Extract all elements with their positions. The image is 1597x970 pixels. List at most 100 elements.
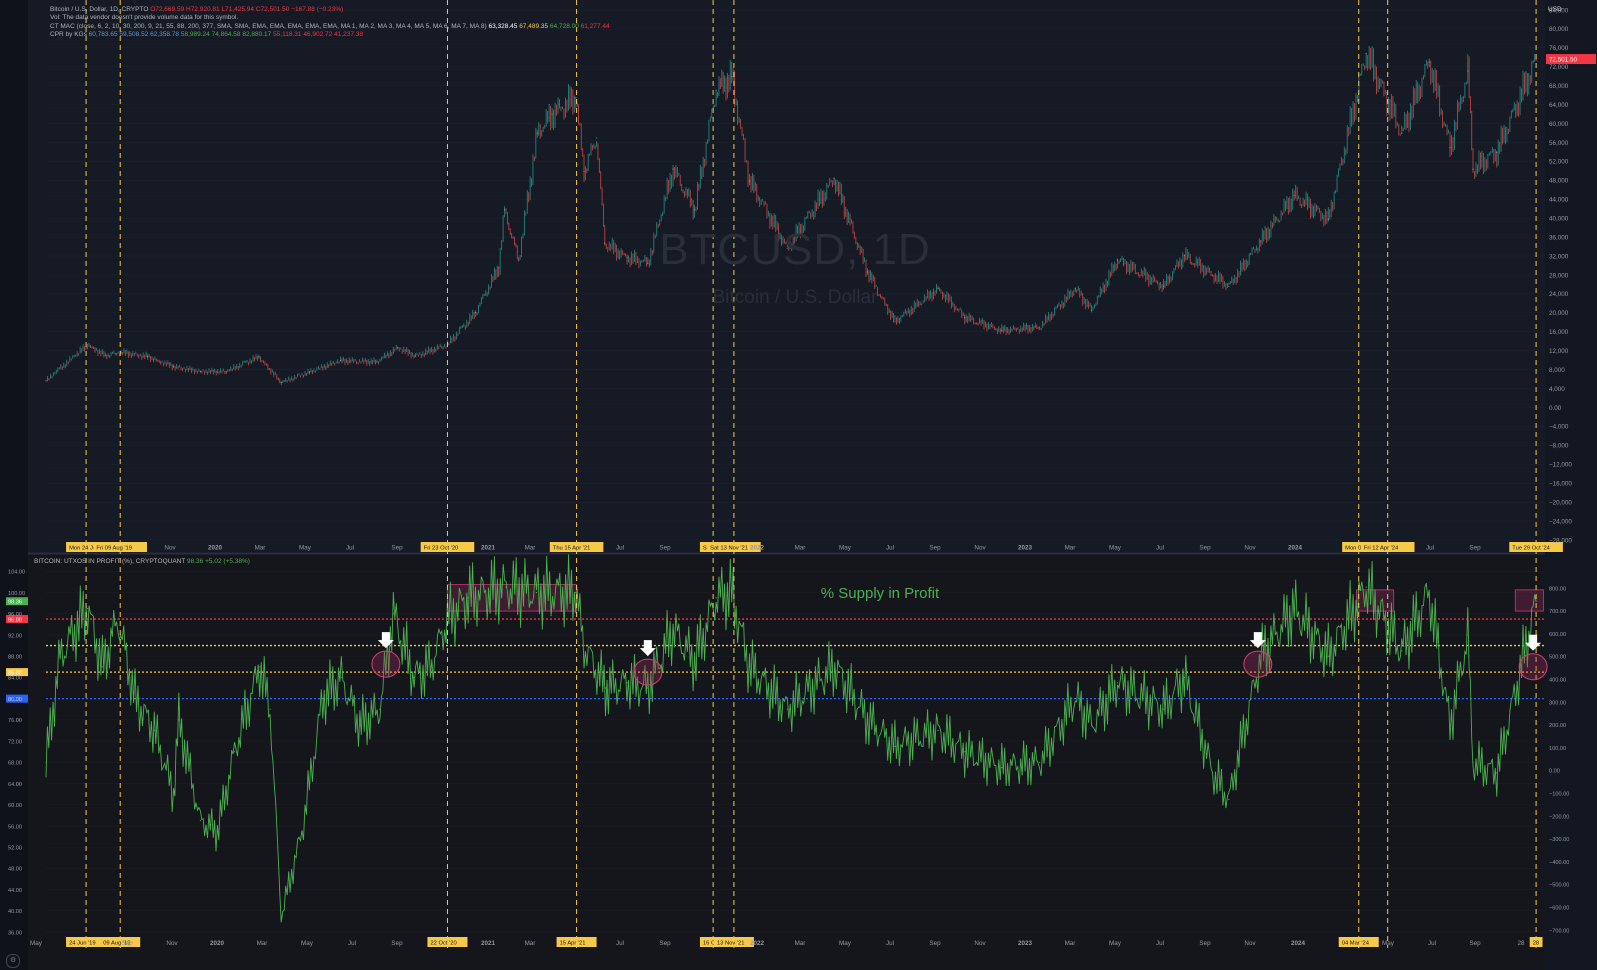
indicator-x-tick: Jul — [616, 940, 624, 947]
date-label-bottom: 16 Oct — [703, 941, 720, 947]
utxo-point — [1228, 798, 1230, 801]
price-point — [1449, 146, 1451, 149]
date-badge-top — [420, 542, 475, 552]
price-axis-tick: 64,000 — [1549, 102, 1569, 109]
cpr-value: 46,902.72 — [303, 31, 333, 39]
indicator-axis-tick-right: −700.00 — [1549, 928, 1569, 934]
mac-indicator-line[interactable]: CT MAC (close, 6, 2, 10, 30, 200, 9, 21,… — [50, 23, 610, 31]
price-axis-tick: 32,000 — [1549, 253, 1569, 260]
date-label-top: Fri 12 Apr '24 — [1364, 546, 1399, 552]
indicator-axis-tick-left: 44.00 — [8, 888, 22, 894]
price-point — [894, 321, 896, 323]
cpr-value: 74,864.58 — [211, 31, 241, 39]
indicator-x-tick: Mar — [257, 940, 268, 947]
price-x-tick: Jul — [1156, 545, 1164, 552]
settings-icon[interactable]: ⚙ — [6, 954, 20, 968]
utxo-point — [1365, 586, 1367, 588]
price-x-tick: Jul — [886, 545, 894, 552]
indicator-x-tick: 2021 — [481, 940, 496, 947]
utxo-point — [786, 708, 788, 710]
level-badge — [6, 668, 28, 677]
symbol-line[interactable]: Bitcoin / U.S. Dollar, 1D, CRYPTO O72,66… — [50, 6, 610, 14]
utxo-point — [604, 687, 607, 689]
currency-label[interactable]: USD — [1548, 6, 1562, 13]
price-axis-tick: 8,000 — [1549, 367, 1565, 374]
indicator-x-tick: Sep — [659, 940, 671, 947]
price-point — [575, 96, 577, 98]
watermark-name: Bitcoin / U.S. Dollar — [712, 287, 878, 308]
indicator-x-tick: Sep — [391, 940, 403, 947]
price-x-tick: Sep — [1469, 545, 1481, 552]
cpr-value: 55,118.31 — [273, 31, 302, 39]
indicator-axis-tick-right: −100.00 — [1549, 792, 1569, 798]
utxo-point — [583, 644, 585, 647]
indicator-value: 98.36 — [187, 558, 204, 565]
utxo-profit-line — [45, 554, 1537, 923]
chart-background — [28, 0, 1597, 970]
price-x-tick: 2021 — [481, 545, 496, 552]
utxo-point — [1001, 767, 1003, 769]
date-badge-bottom — [1529, 937, 1543, 947]
indicator-x-tick: 2024 — [1291, 940, 1306, 947]
indicator-x-tick: May — [1109, 940, 1122, 947]
cpr-value: 59,508.52 — [119, 31, 149, 39]
last-value-badge — [6, 597, 28, 606]
price-axis-tick: 0.00 — [1549, 405, 1562, 412]
utxo-point — [301, 830, 303, 832]
indicator-legend[interactable]: BITCOIN: UTXOS IN PROFIT (%), CRYPTOQUAN… — [34, 558, 250, 565]
price-point — [1496, 151, 1498, 153]
price-x-tick: Nov — [1244, 545, 1256, 552]
utxo-point — [134, 698, 136, 700]
price-point — [1327, 218, 1329, 220]
date-label-bottom: 24 Jun '19 — [69, 941, 96, 947]
price-point — [583, 170, 585, 173]
date-label-top: Fri 23 Oct '20 — [424, 546, 459, 552]
indicator-axis-tick-left: 60.00 — [8, 803, 22, 809]
utxo-point — [413, 676, 415, 679]
price-point — [626, 257, 628, 259]
indicator-x-tick: May — [1382, 940, 1395, 947]
price-axis-tick: −20,000 — [1549, 499, 1572, 506]
price-axis-tick: 16,000 — [1549, 329, 1569, 336]
cpr-indicator-line[interactable]: CPR by KGs 60,783.65 59,508.52 62,358.78… — [50, 31, 610, 39]
indicator-axis-tick-left: 48.00 — [8, 867, 22, 873]
utxo-point — [153, 729, 155, 732]
price-axis-tick: 68,000 — [1549, 83, 1569, 90]
highlight-ellipse — [1518, 653, 1548, 681]
utxo-point — [964, 751, 966, 753]
indicator-x-tick: Sep — [121, 940, 133, 947]
indicator-x-tick: 28 — [1517, 940, 1525, 947]
highlight-ellipse — [1243, 650, 1273, 678]
price-axis-tick: 76,000 — [1549, 45, 1569, 52]
utxo-point — [178, 719, 180, 721]
indicator-x-tick: Nov — [1244, 940, 1256, 947]
indicator-axis-tick-left: 56.00 — [8, 824, 22, 830]
price-point — [1039, 326, 1041, 328]
utxo-point — [269, 708, 271, 710]
indicator-x-tick: Mar — [525, 940, 536, 947]
level-label: 80.00 — [8, 697, 22, 703]
indicator-axis-tick-left: 76.00 — [8, 718, 22, 724]
utxo-point — [834, 666, 836, 668]
indicator-axis-tick-right: −200.00 — [1549, 814, 1569, 820]
indicator-axis-tick-right: 100.00 — [1549, 746, 1566, 752]
cpr-value: 82,880.17 — [242, 31, 272, 39]
indicator-axis-tick-left: 36.00 — [8, 930, 22, 936]
price-axis-tick: 4,000 — [1549, 386, 1565, 393]
date-label-bottom: 28 — [1533, 941, 1539, 947]
price-point — [833, 178, 835, 180]
utxo-point — [429, 666, 431, 668]
price-x-tick: Mar — [525, 545, 536, 552]
indicator-x-tick: Nov — [974, 940, 986, 947]
indicator-x-tick: May — [30, 940, 43, 947]
price-point — [1401, 132, 1403, 134]
utxo-point — [1074, 698, 1076, 700]
indicator-axis-tick-left: 92.00 — [8, 633, 22, 639]
utxo-point — [1162, 708, 1165, 710]
indicator-axis-tick-left: 96.00 — [8, 612, 22, 618]
utxo-point — [259, 666, 261, 668]
price-point — [1428, 61, 1430, 63]
date-badge-bottom — [66, 937, 107, 947]
date-badge-bottom — [427, 937, 468, 947]
